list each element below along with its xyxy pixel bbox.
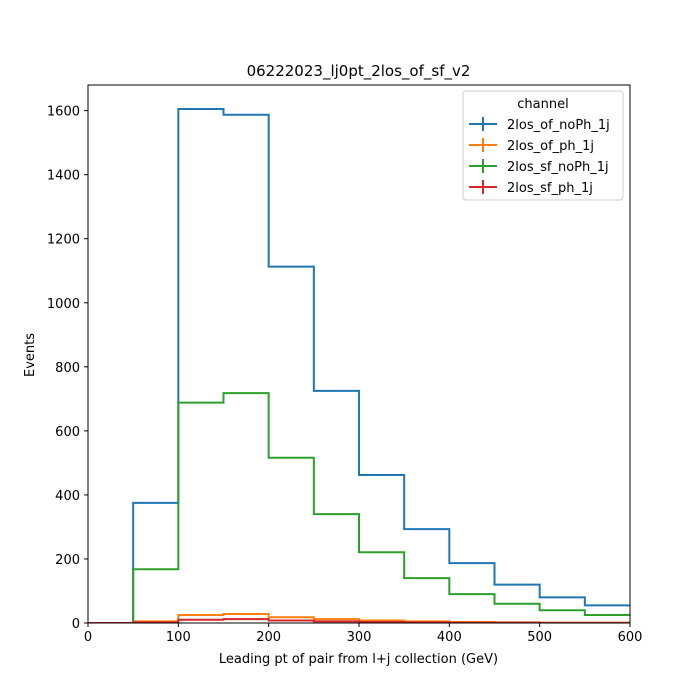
legend-entry-2los_of_noPh_1j: 2los_of_noPh_1j [469,117,610,133]
x-tick-label: 100 [166,630,191,645]
x-tick-label: 600 [618,630,643,645]
y-tick-label: 600 [55,425,80,440]
y-tick-label: 1000 [47,297,80,312]
x-axis: 0 100 200 300 400 500 600 [84,623,643,645]
x-axis-label: Leading pt of pair from l+j collection (… [219,652,498,667]
legend-entry-2los_sf_noPh_1j: 2los_sf_noPh_1j [469,159,609,175]
series-line-2los_of_noPh_1j [88,108,630,623]
y-tick-label: 0 [72,617,80,632]
x-tick-label: 0 [84,630,92,645]
y-tick-label: 200 [55,553,80,568]
y-tick-label: 1200 [47,233,80,248]
x-tick-label: 300 [347,630,372,645]
series-line-2los_sf_noPh_1j [88,392,630,623]
legend-label: 2los_of_noPh_1j [507,118,610,133]
y-axis: 0 200 400 600 800 1000 1200 1400 1600 [47,105,88,632]
x-tick-label: 400 [437,630,462,645]
legend: channel 2los_of_noPh_1j 2los_of_ph_1j 2los… [462,90,624,201]
legend-label: 2los_of_ph_1j [507,139,594,154]
legend-title: channel [517,97,568,112]
legend-frame [462,90,624,201]
chart-title: 06222023_lj0pt_2los_of_sf_v2 [247,62,471,81]
legend-label: 2los_sf_ph_1j [507,181,593,196]
x-tick-label: 200 [256,630,281,645]
legend-entry-2los_of_ph_1j: 2los_of_ph_1j [469,138,594,154]
y-tick-label: 800 [55,361,80,376]
y-tick-label: 400 [55,489,80,504]
legend-entry-2los_sf_ph_1j: 2los_sf_ph_1j [469,180,593,196]
y-tick-label: 1600 [47,105,80,120]
legend-label: 2los_sf_noPh_1j [507,160,609,175]
x-tick-label: 500 [527,630,552,645]
y-tick-label: 1400 [47,169,80,184]
y-axis-label: Events [23,333,38,377]
